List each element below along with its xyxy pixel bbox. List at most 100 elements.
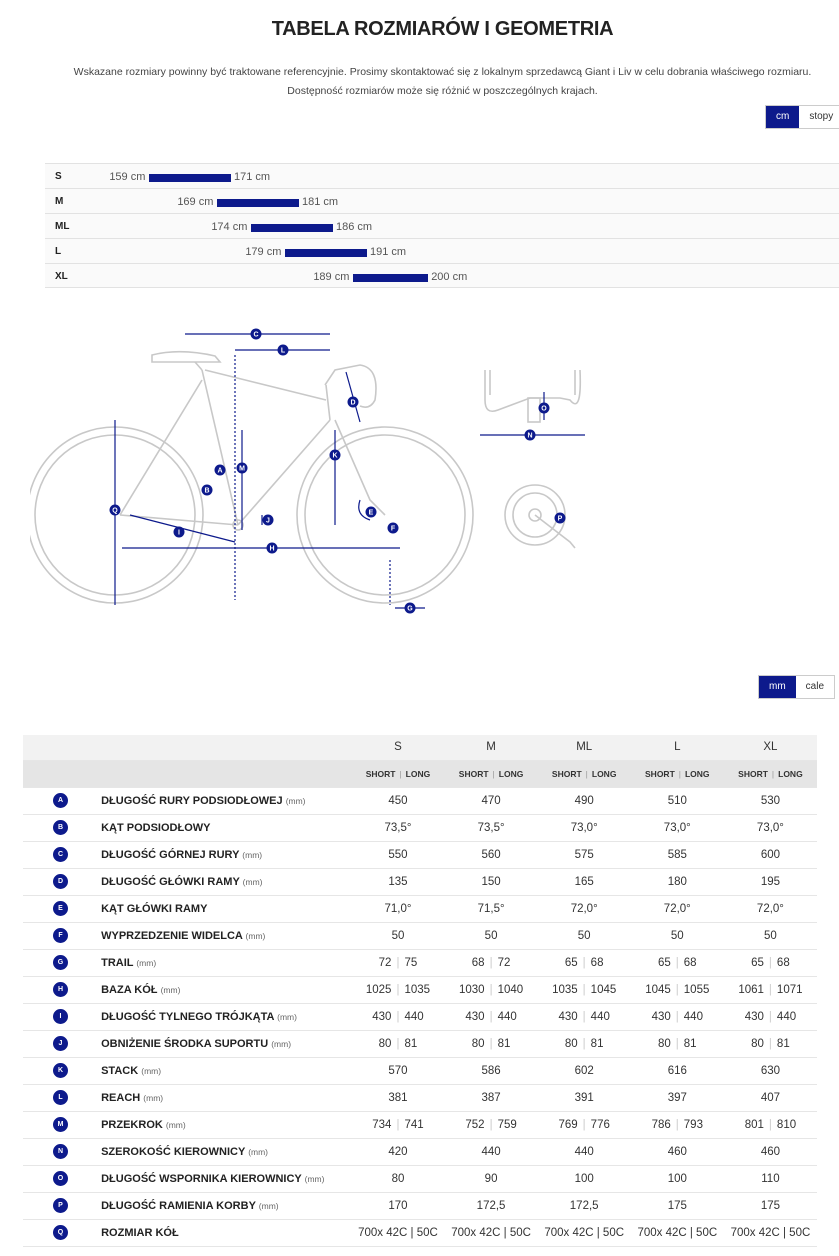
short-value: 769 — [558, 1118, 578, 1131]
row-letter-badge: K — [53, 1063, 68, 1078]
size-max-height: 186 cm — [336, 221, 373, 233]
short-value: 1030 — [458, 983, 485, 996]
measurement-unit: (mm) — [165, 1119, 186, 1130]
short-value: 65 — [657, 956, 671, 969]
height-unit-toggle: cm stopy — [765, 105, 839, 129]
long-label: LONG — [498, 768, 524, 779]
measurement-label: Trail — [101, 956, 134, 969]
svg-text:D: D — [350, 400, 355, 407]
measurement-value: 602 — [537, 1057, 631, 1085]
measurement-name: Wyprzedzenie widelca (mm) — [101, 922, 352, 950]
measurement-unit: (mm) — [160, 984, 181, 995]
measurement-value: 786 | 793 — [630, 1111, 724, 1139]
short-value: 72 — [378, 956, 392, 969]
geometry-row-o: O Długość wspornika kierownicy (mm) 80 90 10… — [23, 1165, 817, 1193]
measurement-unit: (mm) — [136, 957, 157, 968]
geometry-row-i: I Długość tylnego trójkąta (mm) 430 | 440 430… — [23, 1003, 817, 1031]
long-value: 1040 — [497, 983, 524, 996]
row-letter-badge: Q — [53, 1225, 68, 1240]
measurement-value: 73,0° — [537, 814, 631, 842]
long-value: 72 — [497, 956, 511, 969]
geometry-row-p: P Długość ramienia korby (mm) 170 172,5 172,… — [23, 1192, 817, 1220]
svg-text:N: N — [527, 433, 532, 440]
row-letter-badge: L — [53, 1090, 68, 1105]
row-letter-badge: H — [53, 982, 68, 997]
short-value: 80 — [751, 1037, 764, 1050]
short-value: 430 — [558, 1010, 578, 1023]
svg-text:E: E — [369, 510, 374, 517]
size-row-m: M 169 cm 181 cm — [45, 188, 839, 213]
size-min-height: 179 cm — [245, 246, 282, 258]
measurement-unit: (mm) — [271, 1038, 292, 1049]
measurement-label: Kąt podsiodłowy — [101, 821, 211, 834]
measurement-value: 175 — [723, 1192, 817, 1220]
geometry-row-k: K Stack (mm) 570 586 602 616 630 — [23, 1057, 817, 1085]
svg-text:F: F — [391, 526, 396, 533]
unit-cm-button[interactable]: cm — [766, 106, 800, 128]
measurement-value: 616 — [630, 1057, 724, 1085]
long-value: 793 — [683, 1118, 703, 1131]
measurement-value: 50 — [444, 922, 538, 950]
crankset-view — [504, 484, 576, 549]
diagram-label-q: Q — [109, 504, 121, 516]
short-value: 734 — [372, 1118, 392, 1131]
row-letter-badge: B — [53, 820, 68, 835]
long-label: LONG — [684, 768, 710, 779]
measurement-value: 700x 42C | 50C — [351, 1219, 445, 1247]
unit-ft-button[interactable]: stopy — [799, 106, 839, 128]
measurement-label: Długość wspornika kierownicy — [101, 1172, 302, 1185]
diagram-label-d: D — [347, 396, 359, 408]
unit-inch-button[interactable]: cale — [795, 676, 835, 698]
measurement-unit: (mm) — [242, 876, 263, 887]
long-value: 1035 — [404, 983, 431, 996]
measurement-value: 450 — [351, 787, 445, 815]
geometry-row-e: E Kąt główki ramy 71,0° 71,5° 72,0° 72,0° 72,… — [23, 895, 817, 923]
measurement-value: 172,5 — [444, 1192, 538, 1220]
short-value: 1035 — [552, 983, 578, 996]
measurement-value: 71,5° — [444, 895, 538, 923]
size-header-row: S M ML L XL — [23, 735, 817, 761]
diagram-label-n: N — [524, 429, 536, 441]
measurement-label: Długość górnej rury — [101, 848, 240, 861]
measurement-value: 180 — [630, 868, 724, 896]
short-long-header: SHORT | LONG — [630, 760, 724, 788]
measurement-value: 700x 42C | 50C — [723, 1219, 817, 1247]
measurement-unit: (mm) — [248, 1146, 269, 1157]
measurement-name: Rozmiar kół — [101, 1219, 352, 1247]
measurement-value: 172,5 — [537, 1192, 631, 1220]
measurement-value: 72,0° — [537, 895, 631, 923]
geometry-row-d: D Długość główki ramy (mm) 135 150 165 180 195 — [23, 868, 817, 896]
short-value: 786 — [651, 1118, 671, 1131]
measurement-unit: (mm) — [285, 795, 306, 806]
measurement-value: 65 | 68 — [723, 949, 817, 977]
long-label: LONG — [591, 768, 617, 779]
measurement-value: 71,0° — [351, 895, 445, 923]
short-value: 430 — [372, 1010, 392, 1023]
long-value: 68 — [776, 956, 790, 969]
diagram-label-c: C — [250, 328, 262, 340]
long-value: 75 — [404, 956, 418, 969]
short-value: 430 — [465, 1010, 485, 1023]
svg-text:P: P — [558, 516, 563, 523]
size-column-header: L — [630, 735, 724, 761]
svg-text:G: G — [407, 606, 413, 613]
diagram-label-o: O — [538, 402, 550, 414]
measurement-name: Długość wspornika kierownicy (mm) — [101, 1165, 352, 1193]
measurement-unit: (mm) — [242, 849, 263, 860]
diagram-label-e: E — [365, 506, 377, 518]
size-label: ML — [55, 221, 70, 232]
measurement-value: 135 — [351, 868, 445, 896]
short-long-header: SHORT | LONG — [537, 760, 631, 788]
measurement-value: 407 — [723, 1084, 817, 1112]
unit-mm-button[interactable]: mm — [759, 676, 796, 698]
diagram-label-h: H — [266, 542, 278, 554]
measurement-value: 460 — [723, 1138, 817, 1166]
long-value: 1045 — [590, 983, 617, 996]
short-value: 80 — [378, 1037, 392, 1050]
measurement-value: 700x 42C | 50C — [630, 1219, 724, 1247]
measurement-value: 110 — [723, 1165, 817, 1193]
measurement-value: 510 — [630, 787, 724, 815]
measurement-value: 165 — [537, 868, 631, 896]
diagram-label-p: P — [554, 512, 566, 524]
size-notice: Wskazane rozmiary powinny być traktowane… — [0, 63, 839, 101]
